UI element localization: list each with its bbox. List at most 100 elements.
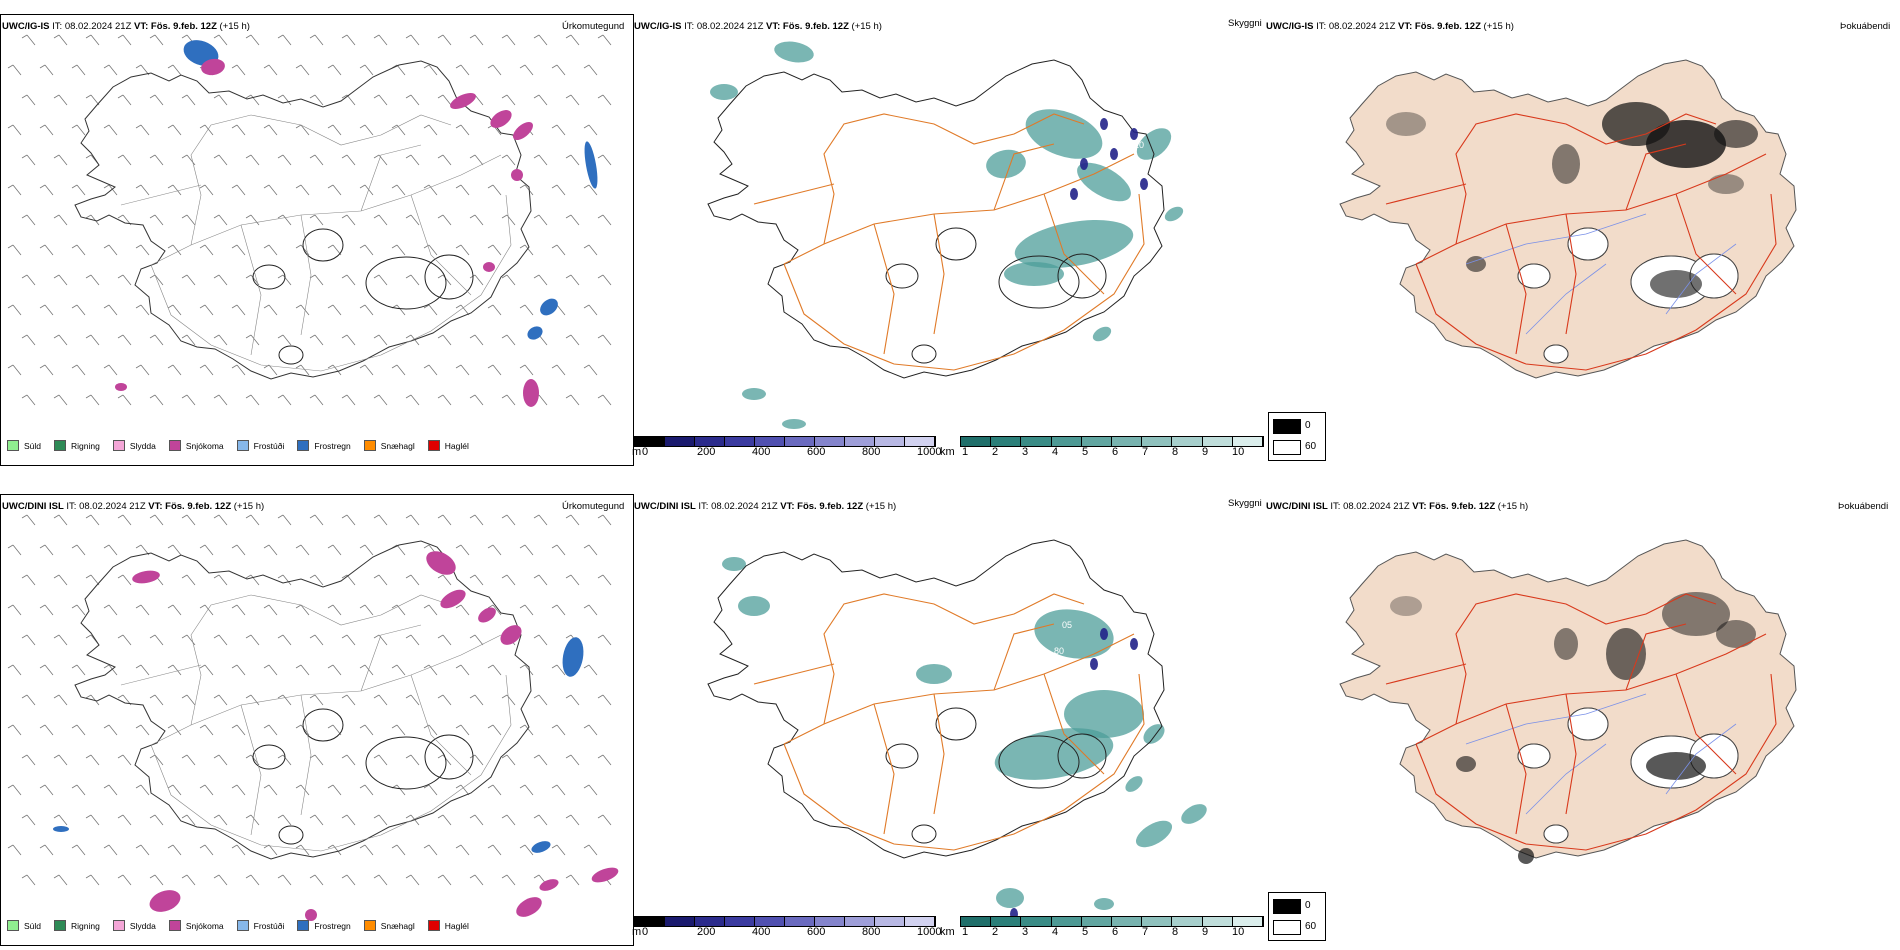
wind-barb: [39, 304, 54, 316]
wind-barb: [309, 514, 324, 526]
road-line: [1675, 673, 1737, 775]
wind-barb: [21, 34, 36, 46]
wind-barb: [135, 184, 150, 196]
road-line: [1415, 633, 1767, 745]
wind-barb: [469, 874, 484, 886]
wind-barb: [199, 364, 214, 376]
wind-barb: [53, 694, 68, 706]
road-line: [873, 223, 895, 355]
road-line: [1565, 213, 1577, 335]
wind-barb: [519, 244, 534, 256]
freezing-rain-area: [531, 841, 551, 853]
wind-barb: [263, 724, 278, 736]
snow-area: [450, 92, 476, 110]
wind-barb: [391, 844, 406, 856]
km-tick-label: 4: [1052, 926, 1059, 938]
wind-barb: [103, 544, 118, 556]
wind-barb: [437, 334, 452, 346]
wind-barb: [149, 334, 164, 346]
snow-area: [523, 379, 539, 407]
wind-barb: [181, 634, 196, 646]
wind-barb: [263, 544, 278, 556]
wind-barb: [405, 754, 420, 766]
wind-barb: [295, 544, 310, 556]
low-visibility-area: [1077, 162, 1131, 202]
wind-barb: [149, 754, 164, 766]
wind-barb: [519, 64, 534, 76]
precip-legend-item: Rigning: [54, 440, 100, 451]
road-line: [150, 194, 512, 372]
wind-barb: [213, 874, 228, 886]
low-visibility-area: [1181, 804, 1207, 824]
iceland-coastline: [1339, 539, 1797, 859]
colorbar-bin: [1081, 917, 1113, 926]
very-low-visibility-area: [1110, 148, 1118, 160]
wind-barb: [263, 124, 278, 136]
wind-barb: [103, 304, 118, 316]
glacier-fill: [1517, 263, 1551, 289]
wind-barb: [423, 364, 438, 376]
road-line: [1625, 143, 1687, 211]
iceland-outline: [74, 540, 532, 860]
wind-barb: [487, 604, 502, 616]
snow-area: [516, 897, 542, 917]
iceland-coastline: [1339, 59, 1797, 379]
legend-swatch: [427, 440, 440, 451]
wind-barb: [533, 214, 548, 226]
road-network: [753, 113, 1145, 371]
glacier-outline: [278, 825, 304, 845]
road-line: [823, 593, 1085, 725]
wind-barb: [167, 64, 182, 76]
colorbar-bin: [961, 437, 992, 446]
glacier-fill: [1567, 227, 1609, 261]
wind-barb: [519, 364, 534, 376]
road-line: [150, 634, 502, 746]
precip-title-dini: Úrkomutegund: [562, 501, 625, 512]
wind-barb: [53, 94, 68, 106]
wind-barb: [327, 244, 342, 256]
wind-barb: [583, 724, 598, 736]
wind-barb: [455, 64, 470, 76]
iceland-outline: [707, 59, 1165, 379]
wind-barb: [277, 814, 292, 826]
colorbar-bin: [1142, 917, 1173, 926]
low-visibility-area: [1092, 326, 1112, 342]
fog-indicator-area: [1386, 112, 1426, 136]
wind-barb: [597, 334, 612, 346]
wind-barb: [181, 754, 196, 766]
legend-label: Snæhagl: [380, 920, 415, 931]
wind-barb: [199, 784, 214, 796]
colorbar-bin: [695, 917, 725, 926]
rivers: [1465, 213, 1737, 335]
wind-barb: [117, 34, 132, 46]
wind-barb: [135, 724, 150, 736]
fog-indicator-area: [1466, 256, 1486, 272]
colorbar-bin: [875, 437, 905, 446]
wind-barb: [149, 874, 164, 886]
low-visibility-area: [782, 419, 806, 429]
wind-barb: [437, 154, 452, 166]
row-header-igis: UWC/IG-IS IT: 08.02.2024 21Z VT: Fös. 9.…: [2, 21, 250, 32]
wind-barb: [21, 274, 36, 286]
wind-barb: [295, 844, 310, 856]
wind-barb: [71, 364, 86, 376]
wind-barb: [167, 664, 182, 676]
wind-barb: [327, 724, 342, 736]
wind-barb: [245, 214, 260, 226]
wind-barb: [53, 394, 68, 406]
road-line: [1565, 693, 1577, 815]
km-tick-label: 7: [1142, 446, 1149, 458]
wind-barb: [117, 754, 132, 766]
colorbar-bin: [1021, 437, 1052, 446]
fog-legend-swatch: [1273, 920, 1301, 935]
wind-barb: [117, 94, 132, 106]
iceland-coastline: [707, 59, 1165, 379]
wind-barb: [7, 64, 22, 76]
wind-barb: [245, 574, 260, 586]
wind-barb: [21, 154, 36, 166]
glacier-outline: [252, 744, 286, 770]
fog-indicator-area: [1714, 120, 1758, 148]
low-visibility-area: [1164, 206, 1184, 222]
wind-barb: [437, 394, 452, 406]
wind-barb: [295, 304, 310, 316]
